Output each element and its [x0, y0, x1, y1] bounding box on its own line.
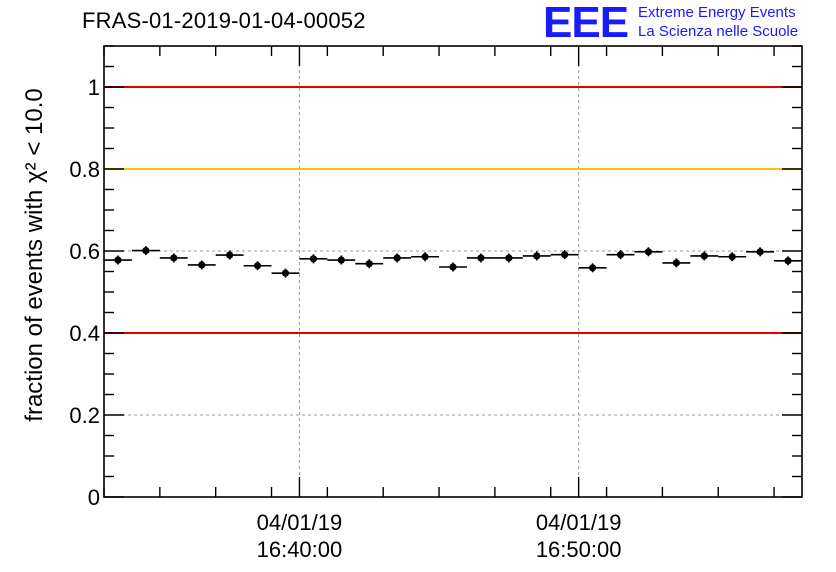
data-point: [393, 254, 401, 262]
y-tick-label: 0.6: [69, 239, 100, 264]
data-point: [449, 263, 457, 271]
tick-labels: 00.20.40.60.8104/01/1916:40:0004/01/1916…: [69, 75, 621, 562]
data-point: [114, 256, 122, 264]
data-point: [728, 253, 736, 261]
data-point: [198, 261, 206, 269]
data-point: [616, 251, 625, 259]
data-point: [170, 254, 178, 262]
data-point: [281, 269, 290, 277]
data-point: [505, 254, 513, 262]
x-tick-label-date: 04/01/19: [536, 510, 622, 535]
logo-line1: Extreme Energy Events: [638, 4, 796, 21]
reference-lines: [104, 86, 802, 334]
logo-line2: La Scienza nelle Scuole: [638, 23, 799, 40]
y-tick-label: 0: [88, 485, 100, 510]
data-point: [226, 251, 234, 259]
data-point: [309, 255, 317, 263]
y-tick-label: 0.4: [69, 321, 100, 346]
data-point: [365, 260, 373, 268]
axes: [103, 45, 803, 498]
x-tick-label-date: 04/01/19: [257, 510, 343, 535]
data-point: [142, 246, 150, 255]
chart-title: FRAS-01-2019-01-04-00052: [82, 8, 366, 33]
data-point: [589, 264, 597, 272]
y-tick-label: 0.2: [69, 403, 100, 428]
y-tick-label: 1: [88, 75, 100, 100]
data-point: [784, 257, 792, 265]
data-point: [672, 259, 680, 267]
data-point: [700, 252, 708, 260]
data-point: [756, 248, 764, 256]
x-tick-label-time: 16:50:00: [536, 537, 622, 562]
data-point: [477, 254, 485, 262]
y-tick-label: 0.8: [69, 157, 100, 182]
data-point: [644, 248, 653, 256]
data-point: [561, 251, 569, 259]
logo-mark: EEE: [543, 0, 629, 47]
data-point: [337, 256, 345, 264]
y-axis-label: fraction of events with χ² < 10.0: [21, 88, 48, 421]
data-point: [421, 253, 429, 261]
data-point: [253, 262, 262, 270]
x-tick-label-time: 16:40:00: [257, 537, 343, 562]
data-points: [104, 246, 802, 278]
data-point: [533, 252, 541, 260]
